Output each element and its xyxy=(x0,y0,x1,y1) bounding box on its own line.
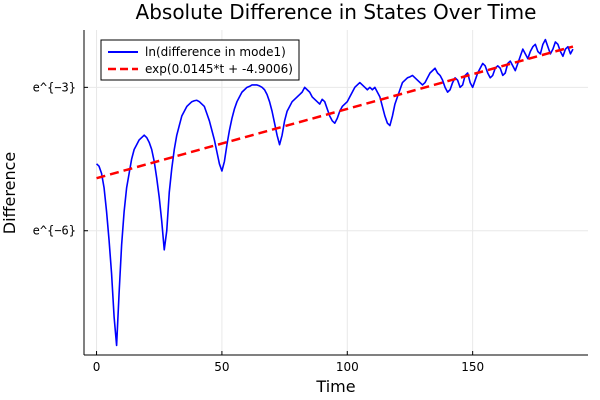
legend-label-series-2: exp(0.0145*t + -4.9006) xyxy=(145,62,293,76)
y-axis-label: Difference xyxy=(0,152,19,234)
y-tick-label-1: e^{−6} xyxy=(33,224,76,238)
grid-layer xyxy=(84,30,588,355)
series-1-line xyxy=(95,38,574,347)
series-2-line xyxy=(96,45,574,180)
chart-title: Absolute Difference in States Over Time xyxy=(136,0,537,24)
x-axis-label: Time xyxy=(315,377,355,396)
x-tick-label-3: 150 xyxy=(461,360,484,374)
axes-layer: 0 50 100 150 e^{−3} e^{−6} xyxy=(33,30,588,374)
x-tick-label-0: 0 xyxy=(93,360,101,374)
legend-label-series-1: ln(difference in mode1) xyxy=(145,45,286,59)
y-tick-label-0: e^{−3} xyxy=(33,80,76,94)
series-layer xyxy=(95,38,574,347)
legend: ln(difference in mode1) exp(0.0145*t + -… xyxy=(100,39,300,81)
x-tick-label-2: 100 xyxy=(336,360,359,374)
x-tick-label-1: 50 xyxy=(214,360,229,374)
legend-box xyxy=(100,39,300,81)
